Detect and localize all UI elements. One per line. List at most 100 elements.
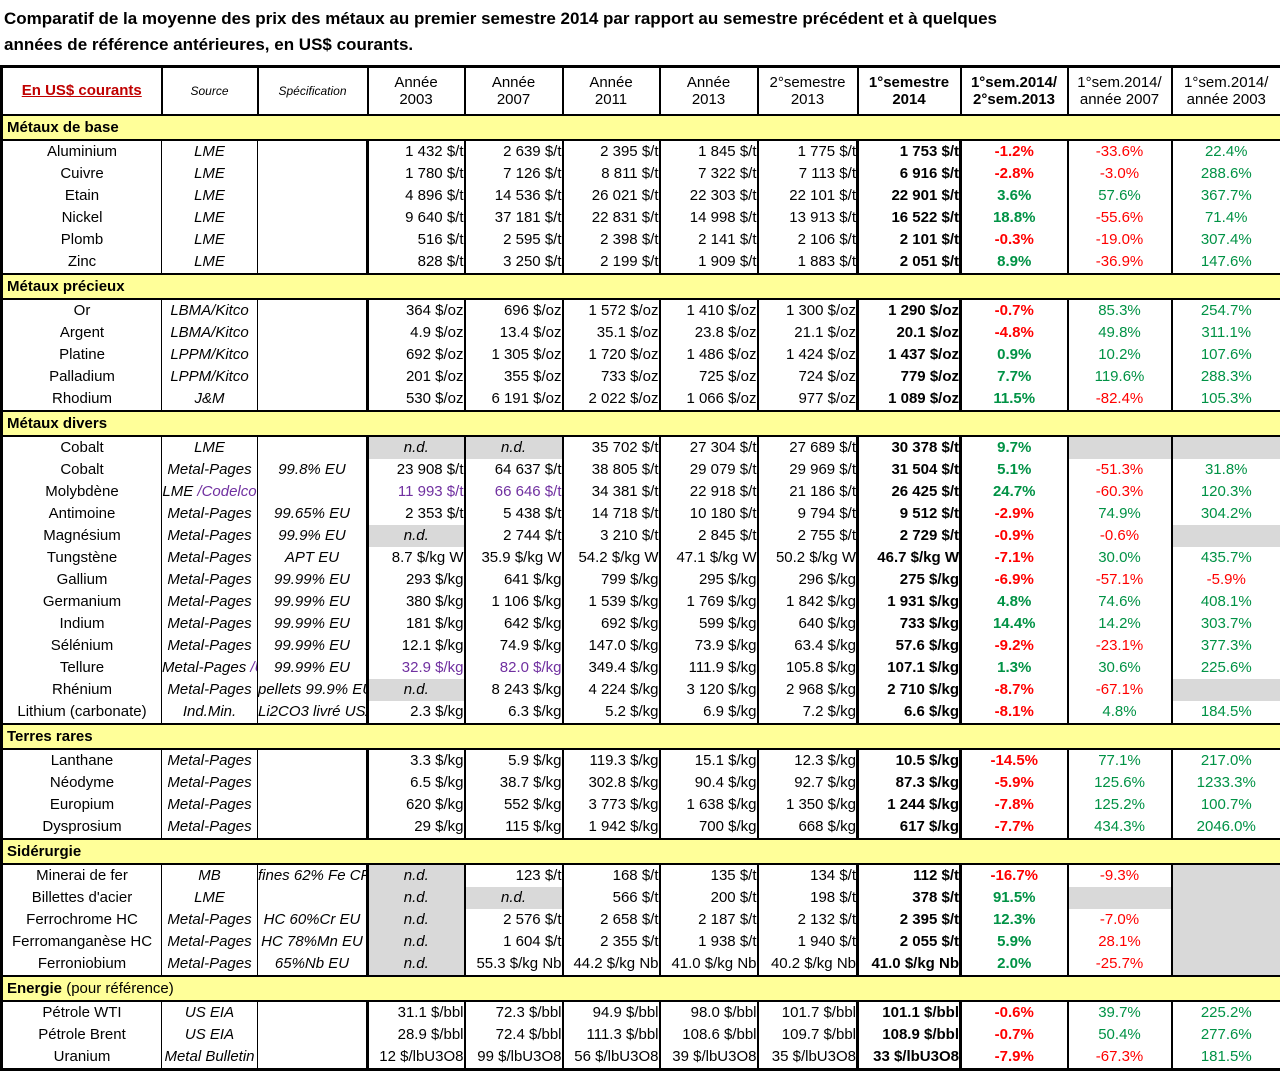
- source-cell: Metal-Pages: [161, 524, 258, 547]
- value-cell: 147.0 $/kg: [561, 634, 660, 657]
- ratio-cell: 120.3%: [1170, 480, 1280, 503]
- value-cell: 3 250 $/t: [463, 250, 563, 274]
- ratio-cell: 85.3%: [1066, 298, 1172, 322]
- table-row: Lanthane Metal-Pages 3.3 $/kg 5.9 $/kg 119.3…: [2, 748, 1280, 772]
- metal-name-cell: Billettes d'acier: [31, 889, 133, 907]
- ratio-cell: -8.1%: [959, 700, 1068, 724]
- table-row: Ferromanganèse HC Metal-Pages HC 78%Mn EU n…: [2, 930, 1280, 953]
- ratio-cell: [1170, 930, 1280, 953]
- ratio-cell: -4.8%: [959, 321, 1068, 344]
- value-cell: 22 303 $/t: [658, 184, 758, 207]
- value-cell: 641 $/kg: [463, 568, 563, 591]
- value-cell: 119.3 $/kg: [561, 748, 660, 772]
- value-cell: 700 $/kg: [658, 815, 758, 839]
- table-row: Etain LME 4 896 $/t 14 536 $/t 26 021 $/t 22 …: [2, 184, 1280, 207]
- source-cell: Metal-Pages: [161, 678, 258, 701]
- value-cell: 3 120 $/kg: [658, 678, 758, 701]
- ratio-cell: 277.6%: [1170, 1023, 1280, 1046]
- table-row: Rhénium Metal-Pages pellets 99.9% EU n.d. 8 …: [2, 678, 1280, 701]
- value-cell: 22 831 $/t: [561, 206, 660, 229]
- ratio-cell: -0.7%: [959, 1023, 1068, 1046]
- source-cell: LME /Codelco: [161, 480, 258, 503]
- ratio-cell: 11.5%: [959, 387, 1068, 411]
- table-row: Dysprosium Metal-Pages 29 $/kg 115 $/kg 1 94…: [2, 815, 1280, 839]
- source-cell: US EIA: [161, 1023, 258, 1046]
- ratio-cell: 304.2%: [1170, 502, 1280, 525]
- value-cell: 2 744 $/t: [463, 524, 563, 547]
- value-cell: 22 101 $/t: [756, 184, 858, 207]
- spec-cell: [257, 321, 368, 344]
- table-row: Pétrole Brent US EIA 28.9 $/bbl 72.4 $/bbl 1…: [2, 1023, 1280, 1046]
- metal-name-cell: Or: [73, 302, 91, 320]
- value-cell: 31 504 $/t: [856, 458, 962, 481]
- ratio-cell: -0.3%: [959, 228, 1068, 251]
- metal-name-cell: Antimoine: [48, 505, 116, 523]
- spec-cell: [257, 343, 368, 366]
- value-cell: 54.2 $/kg W: [561, 546, 660, 569]
- value-cell: 733 $/kg: [856, 612, 962, 635]
- table-row: Cobalt LME n.d. n.d. 35 702 $/t 27 304 $/t 27 …: [2, 435, 1280, 459]
- value-cell: 2 595 $/t: [463, 228, 563, 251]
- value-cell: 14 536 $/t: [463, 184, 563, 207]
- ratio-cell: 254.7%: [1170, 298, 1280, 322]
- value-cell: 105.8 $/kg: [756, 656, 858, 679]
- metal-name-cell: Germanium: [42, 593, 122, 611]
- metal-name-cell: Rhénium: [51, 681, 113, 699]
- value-cell: 72.3 $/bbl: [463, 1000, 563, 1024]
- value-cell: 35.9 $/kg W: [463, 546, 563, 569]
- title-line-2: années de référence antérieures, en US$ …: [4, 35, 414, 55]
- value-cell: 2 968 $/kg: [756, 678, 858, 701]
- table-row: Nickel LME 9 640 $/t 37 181 $/t 22 831 $/t 14…: [2, 206, 1280, 229]
- value-cell: 134 $/t: [756, 863, 858, 887]
- value-cell: 37 181 $/t: [463, 206, 563, 229]
- ratio-cell: -19.0%: [1066, 228, 1172, 251]
- value-cell: 90.4 $/kg: [658, 771, 758, 794]
- value-cell: 2 658 $/t: [561, 908, 660, 931]
- source-cell: Metal-Pages: [161, 590, 258, 613]
- ratio-cell: 3.6%: [959, 184, 1068, 207]
- ratio-cell: 14.4%: [959, 612, 1068, 635]
- spec-cell: Li2CO3 livré USA: [257, 700, 368, 724]
- value-cell: 1 775 $/t: [756, 139, 858, 163]
- ratio-cell: 1.3%: [959, 656, 1068, 679]
- value-cell: 355 $/oz: [463, 365, 563, 388]
- value-cell: 566 $/t: [561, 886, 660, 909]
- value-cell: 378 $/t: [856, 886, 962, 909]
- ratio-cell: -25.7%: [1066, 952, 1172, 976]
- source-cell: LME: [161, 184, 258, 207]
- ratio-cell: 377.3%: [1170, 634, 1280, 657]
- metal-name-cell: Nickel: [61, 209, 103, 227]
- value-cell: 28.9 $/bbl: [366, 1023, 465, 1046]
- table-row: Magnésium Metal-Pages 99.9% EU n.d. 2 744 $/…: [2, 524, 1280, 547]
- value-cell: 35 $/lbU3O8: [756, 1045, 858, 1070]
- ratio-cell: -55.6%: [1066, 206, 1172, 229]
- spec-cell: 99.99% EU: [257, 590, 368, 613]
- value-cell: 1 909 $/t: [658, 250, 758, 274]
- section-label: Terres rares: [1, 722, 1280, 750]
- value-cell: 135 $/t: [658, 863, 758, 887]
- ratio-cell: 181.5%: [1170, 1045, 1280, 1070]
- value-cell: n.d.: [366, 908, 465, 931]
- table-row: Sélénium Metal-Pages 99.99% EU 12.1 $/kg 74.…: [2, 634, 1280, 657]
- spec-cell: [257, 139, 368, 163]
- ratio-cell: -33.6%: [1066, 139, 1172, 163]
- table-row: Uranium Metal Bulletin 12 $/lbU3O8 99 $/lbU…: [2, 1045, 1280, 1070]
- header-row: En US$ courants Source Spécification Ann…: [0, 65, 1280, 116]
- value-cell: 50.2 $/kg W: [756, 546, 858, 569]
- value-cell: 2 187 $/t: [658, 908, 758, 931]
- section-header-row: Métaux de base: [1, 113, 1280, 141]
- value-cell: 1 720 $/oz: [561, 343, 660, 366]
- value-cell: 733 $/oz: [561, 365, 660, 388]
- value-cell: n.d.: [366, 930, 465, 953]
- value-cell: 2 106 $/t: [756, 228, 858, 251]
- source-cell: Ind.Min.: [161, 700, 258, 724]
- ratio-cell: 22.4%: [1170, 139, 1280, 163]
- metal-name-cell: Lanthane: [50, 752, 114, 770]
- metal-name-cell: Argent: [59, 324, 105, 342]
- value-cell: 107.1 $/kg: [856, 656, 962, 679]
- ratio-cell: 14.2%: [1066, 612, 1172, 635]
- table-row: Europium Metal-Pages 620 $/kg 552 $/kg 3 773…: [2, 793, 1280, 816]
- value-cell: 4 224 $/kg: [561, 678, 660, 701]
- col-header-annee-2011: Année 2011: [561, 65, 661, 116]
- value-cell: 168 $/t: [561, 863, 660, 887]
